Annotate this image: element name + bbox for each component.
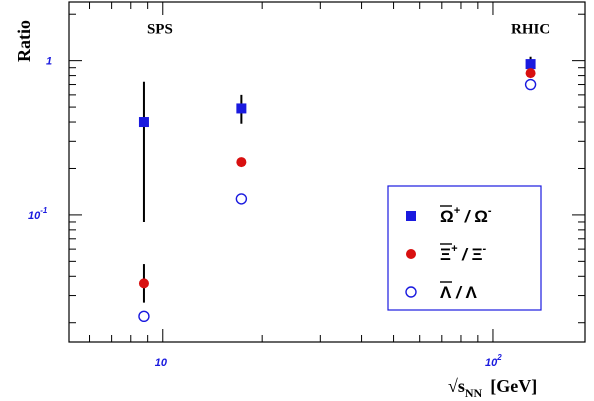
data-point-filled-circle xyxy=(236,157,247,168)
y-tick-label: 1 xyxy=(46,56,52,68)
legend-marker-square xyxy=(406,211,416,221)
plot-frame xyxy=(68,1,586,343)
data-point-filled-circle xyxy=(525,68,536,79)
legend-marker-filled-circle xyxy=(406,249,416,259)
data-point-square xyxy=(525,59,536,70)
data-point-filled-circle xyxy=(138,278,149,289)
x-tick-label: 10 xyxy=(155,357,168,369)
plot-frame-rect xyxy=(68,1,586,343)
legend-label: Ξ+ / Ξ- xyxy=(440,243,487,264)
x-tick-label: 102 xyxy=(485,353,502,369)
data-point-open-circle xyxy=(138,310,150,323)
data-point-square xyxy=(138,117,149,128)
data-point-open-circle xyxy=(524,78,537,91)
y-tick-label: 10-1 xyxy=(28,206,48,222)
legend-marker-open-circle xyxy=(405,286,417,298)
annotation-sps: SPS xyxy=(147,21,173,37)
data-points xyxy=(138,56,537,323)
data-point-open-circle xyxy=(235,193,248,205)
y-axis-title: Ratio xyxy=(14,20,34,62)
axis-titles: Ratio √sNN [GeV] xyxy=(14,20,537,400)
x-axis-title: √sNN [GeV] xyxy=(448,376,537,400)
legend-label: Λ / Λ xyxy=(440,283,478,302)
annotations: SPS RHIC xyxy=(147,21,550,37)
data-point-square xyxy=(236,103,247,114)
legend-label: Ω+ / Ω- xyxy=(440,205,492,226)
legend: Ω+ / Ω- Ξ+ / Ξ- Λ / Λ xyxy=(387,185,542,311)
tick-labels: 10 102 1 10-1 xyxy=(28,56,502,369)
annotation-rhic: RHIC xyxy=(511,21,550,37)
axis-ticks xyxy=(69,2,585,342)
